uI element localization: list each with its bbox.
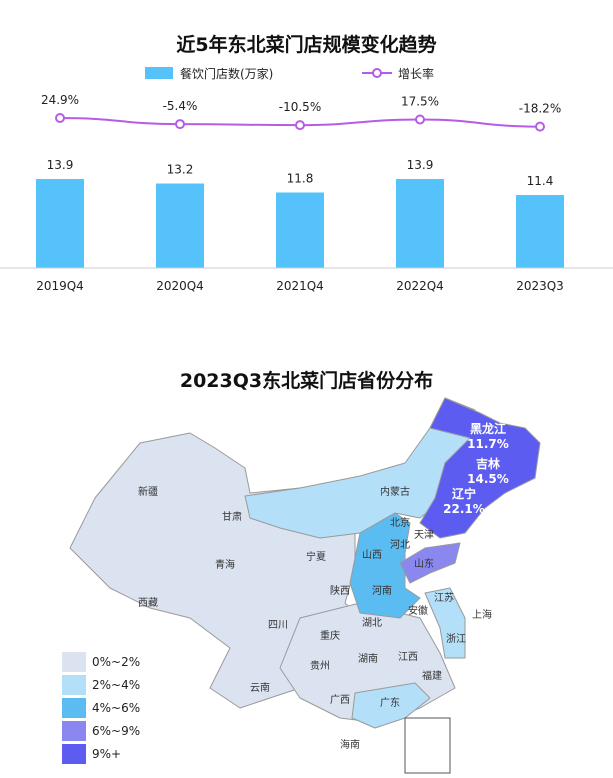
line-point — [295, 120, 305, 131]
province-label: 广西 — [330, 694, 350, 706]
province-label: 北京 — [390, 516, 410, 529]
province-value-label: 14.5% — [467, 472, 509, 486]
province-label: 安徽 — [408, 604, 428, 617]
province-label: 河南 — [372, 584, 392, 597]
province-label-highlight: 吉林 — [476, 456, 500, 471]
bar-value-label: 11.8 — [287, 171, 314, 185]
province-label: 贵州 — [310, 659, 330, 672]
x-axis: 2019Q4 2020Q4 2021Q4 2022Q4 2023Q3 — [0, 267, 613, 293]
province-label: 内蒙古 — [380, 485, 410, 498]
region-north-china — [349, 512, 421, 619]
bar-value-label: 13.9 — [47, 158, 74, 172]
legend-label-line: 增长率 — [398, 66, 434, 81]
bar — [36, 179, 84, 268]
line-value-label: -10.5% — [279, 100, 321, 114]
legend-label: 4%~6% — [92, 701, 141, 715]
province-label: 广东 — [380, 696, 400, 709]
province-label-highlight: 黑龙江 — [470, 421, 506, 436]
province-label: 天津 — [414, 529, 434, 541]
legend-swatch — [62, 652, 86, 672]
province-label: 新疆 — [138, 485, 158, 498]
bar-series: 13.9 13.2 11.8 13.9 11.4 — [36, 158, 564, 268]
legend-swatch — [62, 675, 86, 695]
province-label: 海南 — [340, 738, 360, 751]
line-value-label: 17.5% — [401, 95, 439, 109]
province-label: 山东 — [414, 557, 434, 570]
x-tick-label: 2019Q4 — [36, 279, 84, 293]
legend-label: 6%~9% — [92, 724, 141, 738]
legend-swatch — [62, 698, 86, 718]
region-shandong — [399, 542, 461, 584]
legend-label: 2%~4% — [92, 678, 141, 692]
province-label: 四川 — [268, 620, 288, 631]
bar — [276, 192, 324, 268]
bar — [396, 179, 444, 268]
province-label: 福建 — [422, 669, 442, 682]
map-chart-title: 2023Q3东北菜门店省份分布 — [179, 370, 434, 392]
province-value-label: 11.7% — [467, 437, 509, 451]
trend-chart-title: 近5年东北菜门店规模变化趋势 — [176, 34, 437, 56]
x-tick-label: 2020Q4 — [156, 279, 204, 293]
province-label: 重庆 — [320, 629, 340, 642]
province-label: 河北 — [390, 539, 410, 551]
province-label: 浙江 — [446, 633, 466, 645]
x-tick-label: 2021Q4 — [276, 279, 324, 293]
legend-marker-line — [372, 68, 382, 78]
province-label-highlight: 辽宁 — [452, 486, 476, 501]
bar-value-label: 13.9 — [407, 158, 434, 172]
line-point — [415, 114, 425, 125]
x-tick-label: 2022Q4 — [396, 279, 444, 293]
legend-label: 0%~2% — [92, 655, 141, 669]
legend-label-bar: 餐饮门店数(万家) — [180, 66, 273, 81]
province-label: 湖南 — [358, 652, 378, 665]
bar-value-label: 13.2 — [167, 163, 194, 177]
region-east-coast — [424, 587, 466, 659]
province-label: 陕西 — [330, 584, 350, 597]
legend-swatch — [62, 744, 86, 764]
province-label: 甘肃 — [222, 510, 242, 523]
legend-label: 9%+ — [92, 747, 122, 761]
trend-legend: 餐饮门店数(万家) 增长率 — [145, 66, 434, 81]
province-label: 青海 — [215, 558, 235, 571]
province-label: 江苏 — [434, 591, 454, 604]
region-guangdong — [351, 682, 431, 729]
legend-swatch-bar — [145, 67, 173, 79]
province-label: 上海 — [472, 608, 492, 621]
line-value-label: 24.9% — [41, 93, 79, 107]
province-label: 山西 — [362, 549, 382, 561]
province-label: 湖北 — [362, 617, 382, 629]
x-tick-label: 2023Q3 — [516, 279, 564, 293]
trend-chart: 餐饮门店数(万家) 增长率 13.9 13.2 11.8 13.9 11.4 24.9% -… — [0, 66, 613, 293]
province-value-label: 22.1% — [443, 502, 485, 516]
line-value-label: -5.4% — [163, 99, 198, 113]
south-sea-inset — [404, 717, 451, 774]
bar — [156, 183, 204, 268]
line-point — [55, 113, 65, 124]
province-label: 云南 — [250, 681, 270, 694]
province-label: 宁夏 — [306, 550, 326, 563]
province-label: 江西 — [398, 651, 418, 663]
province-label: 西藏 — [138, 597, 158, 609]
line-series: 24.9% -5.4% -10.5% 17.5% -18.2% — [41, 93, 561, 132]
bar — [516, 195, 564, 268]
legend-swatch — [62, 721, 86, 741]
bar-value-label: 11.4 — [527, 174, 554, 188]
line-point — [175, 119, 185, 130]
line-value-label: -18.2% — [519, 102, 561, 116]
line-point — [535, 121, 545, 132]
region-northeast — [419, 397, 541, 539]
